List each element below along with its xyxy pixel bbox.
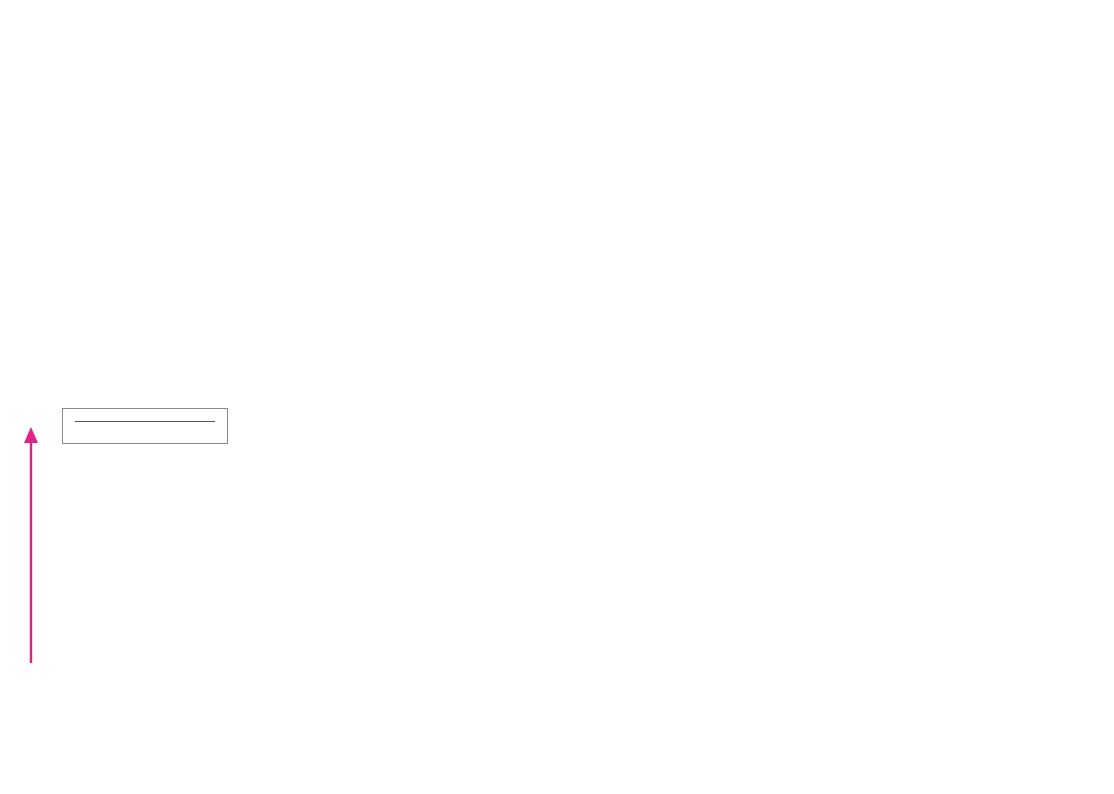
intensity-arrow <box>24 427 38 663</box>
ir-spectrum-panel <box>0 0 1114 392</box>
nmr-spectrum-panel <box>0 392 1114 794</box>
ir-plot <box>0 0 1114 385</box>
integration-table <box>62 408 228 444</box>
table-divider <box>75 421 215 422</box>
intensity-arrow-head <box>24 427 38 443</box>
nmr-plot <box>0 392 1114 794</box>
